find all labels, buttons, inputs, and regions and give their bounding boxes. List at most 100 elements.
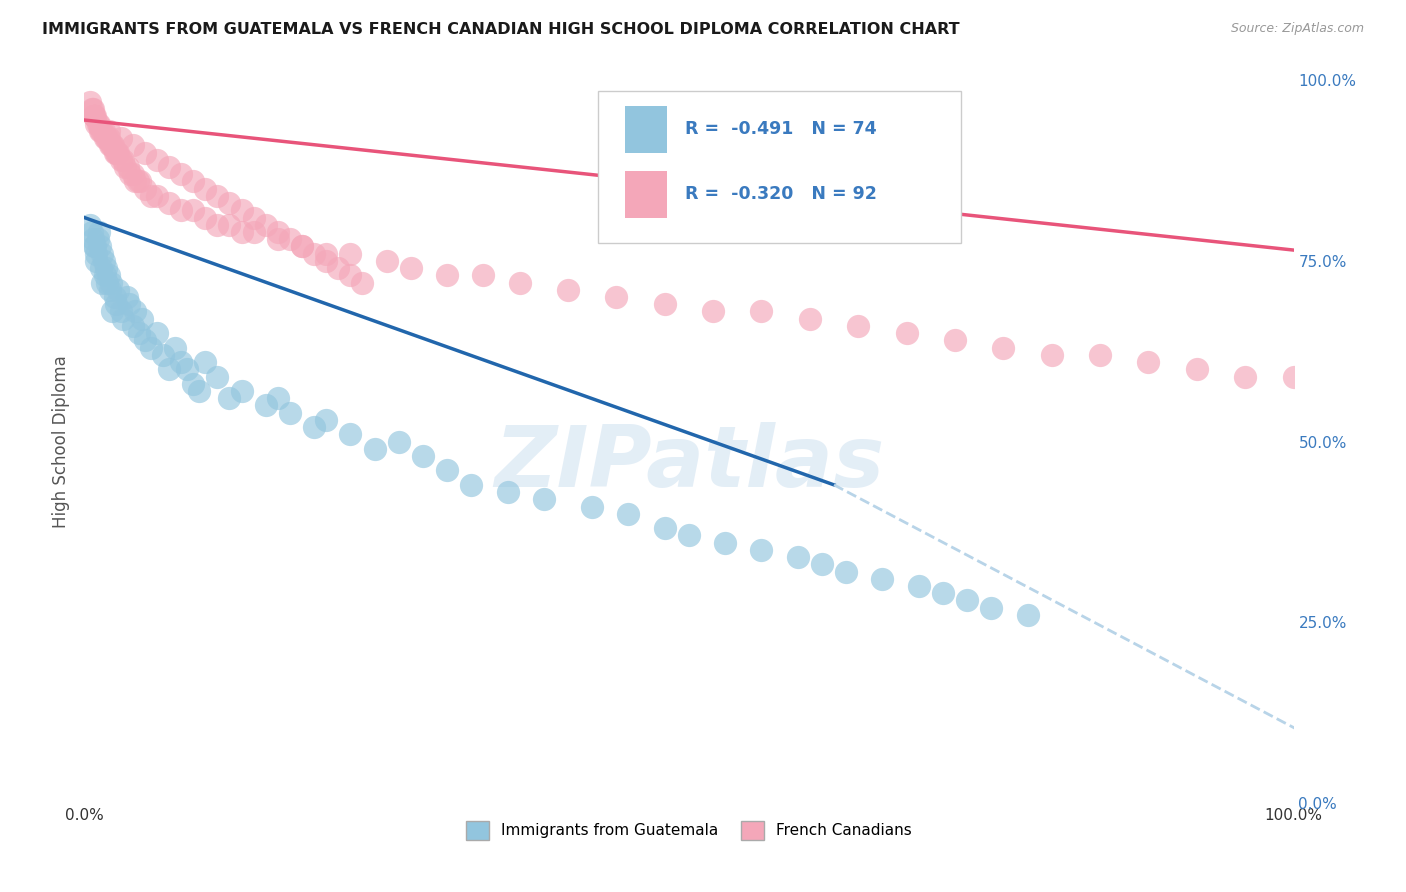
Point — [157, 196, 180, 211]
Point — [302, 246, 325, 260]
Point — [97, 131, 120, 145]
Point — [218, 196, 240, 211]
Point — [157, 362, 180, 376]
Point — [152, 348, 174, 362]
Point — [835, 565, 858, 579]
Point — [115, 290, 138, 304]
Point — [83, 239, 105, 253]
Point — [134, 182, 156, 196]
Point — [94, 131, 117, 145]
Point — [124, 174, 146, 188]
Point — [165, 341, 187, 355]
Point — [86, 232, 108, 246]
Point — [181, 174, 204, 188]
Point — [932, 586, 955, 600]
Point — [110, 153, 132, 167]
Point — [799, 311, 821, 326]
Point — [678, 528, 700, 542]
Point — [146, 326, 169, 340]
Point — [846, 318, 869, 333]
Point — [83, 110, 105, 124]
Point — [96, 131, 118, 145]
Point — [91, 124, 114, 138]
Point — [278, 406, 301, 420]
Text: IMMIGRANTS FROM GUATEMALA VS FRENCH CANADIAN HIGH SCHOOL DIPLOMA CORRELATION CHA: IMMIGRANTS FROM GUATEMALA VS FRENCH CANA… — [42, 22, 960, 37]
Point — [86, 246, 108, 260]
Point — [231, 384, 253, 398]
Point — [1017, 607, 1039, 622]
Point — [339, 427, 361, 442]
Point — [1185, 362, 1208, 376]
Point — [980, 600, 1002, 615]
Point — [617, 507, 640, 521]
Point — [101, 138, 124, 153]
Point — [751, 542, 773, 557]
Point — [436, 268, 458, 283]
Point — [654, 297, 676, 311]
Point — [157, 160, 180, 174]
Point — [79, 218, 101, 232]
Point — [231, 225, 253, 239]
Point — [170, 167, 193, 181]
Point — [89, 239, 111, 253]
Point — [104, 145, 127, 160]
Point — [118, 297, 141, 311]
Point — [363, 442, 385, 456]
Point — [93, 124, 115, 138]
FancyBboxPatch shape — [599, 91, 962, 243]
Point — [278, 232, 301, 246]
Point — [436, 463, 458, 477]
Point — [811, 558, 834, 572]
Legend: Immigrants from Guatemala, French Canadians: Immigrants from Guatemala, French Canadi… — [460, 815, 918, 846]
Point — [105, 145, 128, 160]
Point — [104, 145, 127, 160]
Point — [131, 311, 153, 326]
FancyBboxPatch shape — [624, 105, 668, 153]
Point — [242, 211, 264, 225]
Point — [194, 355, 217, 369]
Point — [120, 167, 142, 181]
Point — [107, 283, 129, 297]
Point — [181, 376, 204, 391]
Point — [302, 420, 325, 434]
Point — [1088, 348, 1111, 362]
Point — [82, 102, 104, 116]
Point — [315, 413, 337, 427]
Point — [98, 283, 121, 297]
Point — [654, 521, 676, 535]
Point — [605, 290, 627, 304]
Point — [112, 311, 135, 326]
Point — [786, 550, 808, 565]
Point — [121, 318, 143, 333]
Point — [291, 239, 314, 253]
Point — [1137, 355, 1160, 369]
Point — [339, 268, 361, 283]
Point — [557, 283, 579, 297]
Point — [97, 268, 120, 283]
Point — [714, 535, 737, 549]
Point — [84, 239, 107, 253]
Point — [89, 124, 111, 138]
Point — [82, 232, 104, 246]
Point — [107, 145, 129, 160]
Y-axis label: High School Diploma: High School Diploma — [52, 355, 70, 528]
Point — [267, 232, 290, 246]
Point — [146, 189, 169, 203]
Point — [194, 211, 217, 225]
Text: R =  -0.491   N = 74: R = -0.491 N = 74 — [685, 120, 877, 137]
Point — [94, 261, 117, 276]
Point — [104, 290, 127, 304]
Point — [956, 593, 979, 607]
Point — [1234, 369, 1257, 384]
Point — [139, 189, 162, 203]
Point — [94, 268, 117, 283]
Point — [124, 304, 146, 318]
Point — [80, 225, 103, 239]
Point — [80, 102, 103, 116]
Point — [533, 492, 555, 507]
Point — [352, 276, 374, 290]
Point — [84, 110, 107, 124]
Point — [127, 174, 149, 188]
Point — [110, 304, 132, 318]
Point — [472, 268, 495, 283]
